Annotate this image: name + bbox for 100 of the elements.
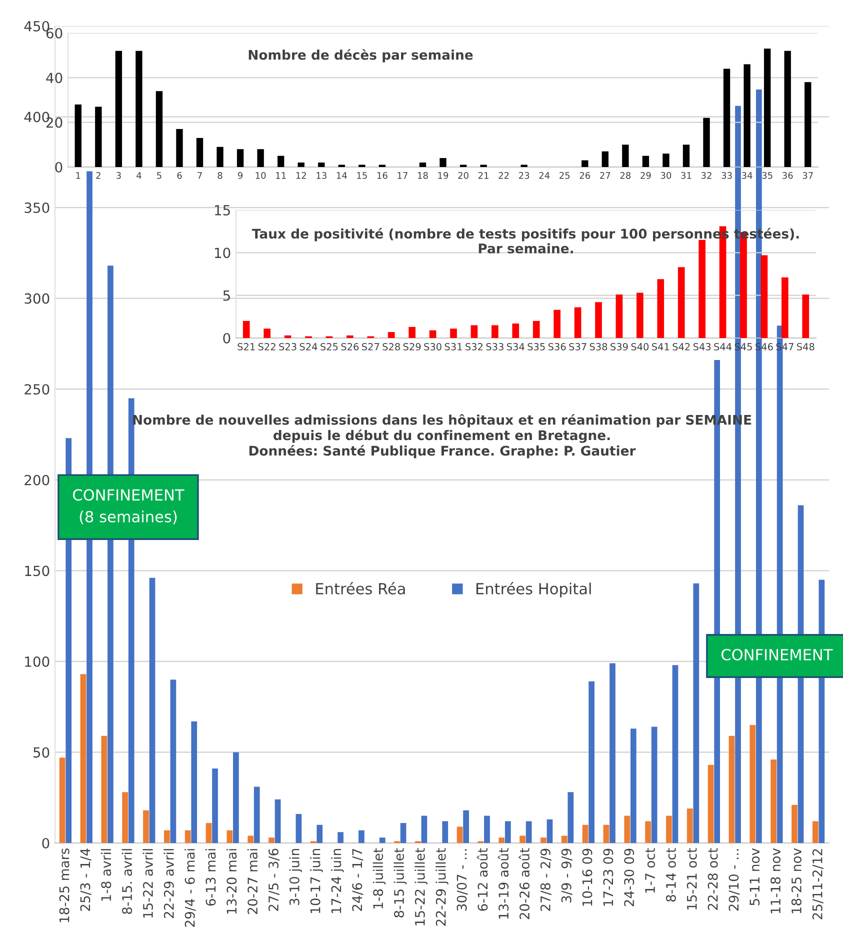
bar [450,328,457,338]
bar [498,838,505,843]
y-tick-label: 10 [214,248,230,258]
x-tick-label: 6-12 août [476,848,488,911]
bar [657,279,664,338]
x-tick-label: 29/4 - 6 mai [184,849,196,927]
bar [101,736,108,843]
x-tick-label: S27 [362,343,380,350]
x-tick-label: 36 [782,172,793,179]
bar [156,91,163,167]
bar [429,330,436,338]
bar [442,821,448,843]
bar [636,292,644,338]
x-tick-label: 9 [238,172,243,179]
x-tick-label: 23 [519,172,530,179]
x-tick-label: 15-21 oct [686,848,697,910]
bar [176,129,183,167]
x-tick-label: 6 [177,172,182,179]
bar [582,160,588,167]
x-tick-label: 10-17 juin [310,848,323,913]
x-tick-label: S43 [693,343,711,350]
x-tick-label: 20 [458,172,468,179]
x-tick-label: 3-10 juin [289,848,302,906]
bar [143,810,149,843]
bar [388,332,395,338]
x-tick-label: 32 [701,172,712,179]
x-tick-label: 22-29 avril [164,849,174,918]
x-tick-label: 3 [116,172,121,179]
legend-label: Entrées Réa [316,582,405,594]
x-tick-label: 11 [276,172,286,179]
bar [268,838,274,843]
x-tick-label: S41 [652,343,670,350]
bar [595,302,602,338]
bar [59,758,66,843]
x-tick-label: 8-14 oct [666,848,676,902]
bar [346,335,354,338]
bar [298,162,304,167]
x-tick-label: 8-15. avril [122,849,132,914]
y-tick-label: 300 [24,293,50,304]
x-tick-label: 27/5 - 3/6 [268,848,280,911]
bar [812,821,818,843]
x-tick-label: 29 [640,172,651,179]
bar [698,240,706,338]
y-tick-label: 0 [42,838,50,848]
x-tick-label: S30 [424,343,442,350]
bar [212,768,218,843]
y-tick-label: 5 [223,290,230,301]
bar [546,819,553,843]
x-tick-label: S29 [403,343,421,350]
x-tick-label: S33 [486,343,504,350]
bar [512,323,520,338]
x-tick-label: 17-23 09 [603,848,614,906]
x-tick-label: 15-22 juillet [414,848,428,926]
x-tick-label: 27/8 - 2/9 [540,848,552,911]
bar [338,832,344,843]
bar [254,786,260,843]
x-tick-label: S31 [444,343,462,350]
x-tick-label: 18-25 mars [59,848,70,922]
x-tick-label: S26 [341,343,359,350]
bar [408,326,416,338]
bar [284,335,292,338]
bar [744,64,750,167]
bar [80,674,86,843]
bar [750,724,756,843]
y-tick-label: 100 [25,656,50,667]
bar [682,144,690,167]
x-tick-label: 11-18 nov [770,848,781,914]
x-tick-label: 4 [136,172,142,179]
bar [440,158,446,167]
x-tick-label: 8-15 juillet [394,848,407,918]
bar [421,816,428,843]
bar [666,816,672,843]
bar [616,294,623,338]
x-tick-label: S36 [548,343,566,350]
x-tick-label: 31 [681,172,692,179]
bar [764,48,771,167]
bar [526,821,532,843]
bar [728,736,735,843]
bar [136,50,142,167]
bar [206,823,212,843]
y-tick-label: 0 [55,162,62,172]
bar [642,156,650,167]
bar [74,104,82,167]
x-tick-label: 33 [722,172,732,179]
x-tick-label: 1 [76,172,80,179]
bar [492,325,498,338]
x-tick-label: S35 [528,343,545,350]
x-tick-label: 1-8 avril [100,849,112,901]
x-tick-label: 25/11-2/12 [812,849,824,920]
bar [296,814,302,843]
bar [248,836,254,843]
x-tick-label: 6-13 mai [206,849,216,906]
legend-label: Entrées Hopital [476,582,591,598]
x-tick-label: 13-20 mai [226,849,237,914]
bar [316,824,323,843]
bar [554,310,560,338]
bar [149,578,156,843]
bar [662,154,670,167]
x-tick-label: 7 [198,172,202,179]
bar [588,681,594,843]
